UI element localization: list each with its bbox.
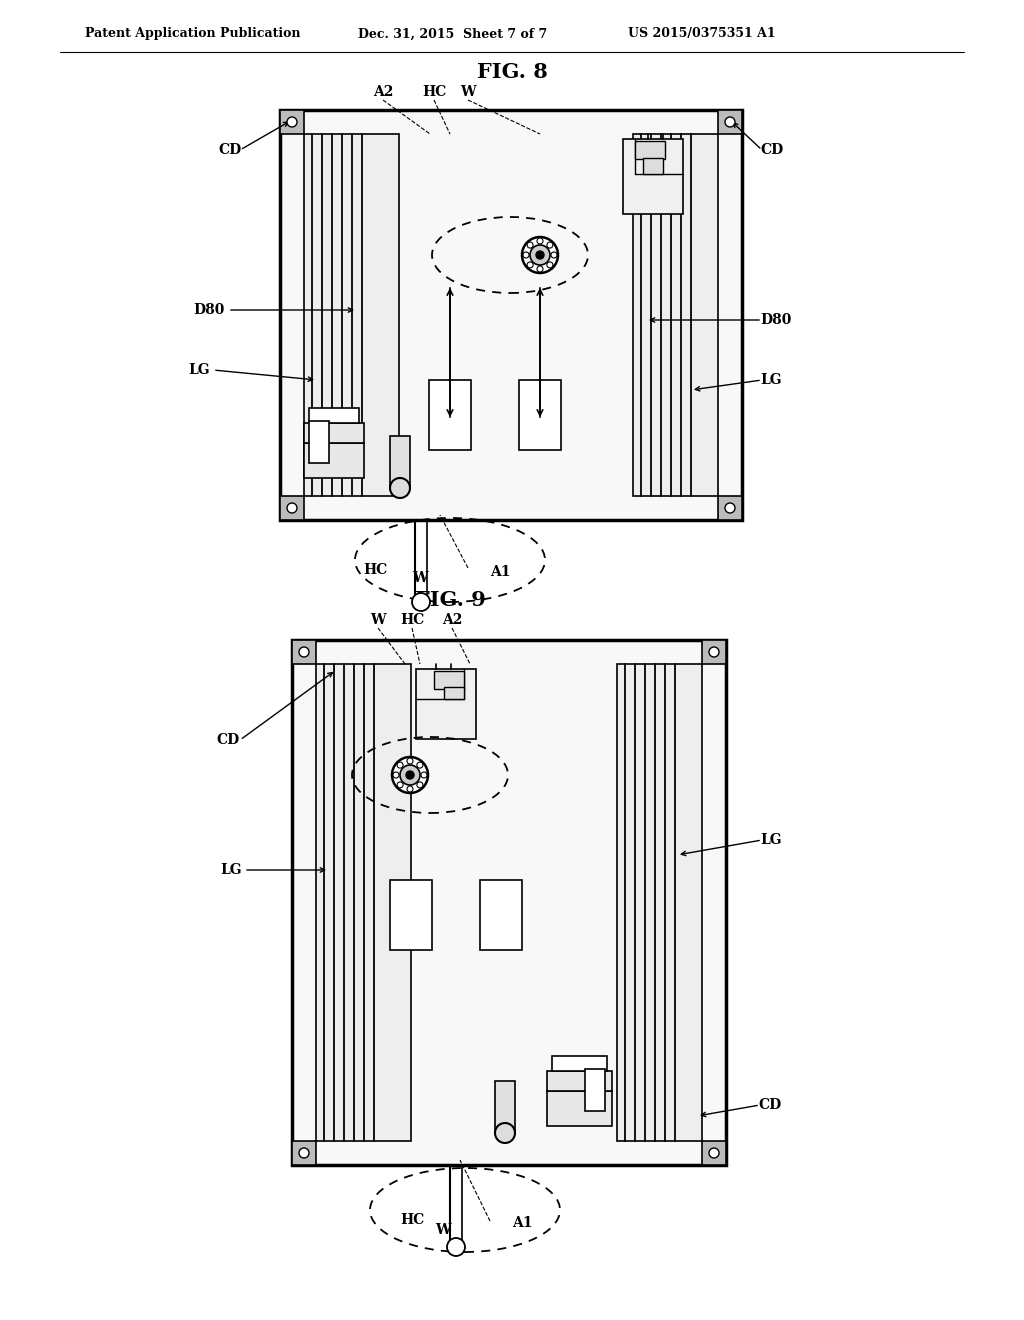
Text: Dec. 31, 2015  Sheet 7 of 7: Dec. 31, 2015 Sheet 7 of 7 [358, 28, 547, 41]
Circle shape [527, 261, 534, 268]
Circle shape [406, 771, 414, 779]
Bar [718, 110, 742, 135]
Text: A2: A2 [441, 612, 462, 627]
Circle shape [417, 762, 423, 768]
Text: FIG. 8: FIG. 8 [476, 62, 548, 82]
Text: CD: CD [219, 143, 242, 157]
Bar [390, 436, 410, 486]
Circle shape [421, 772, 427, 777]
Text: HC: HC [400, 612, 424, 627]
Bar [280, 110, 304, 135]
Bar [617, 664, 702, 1140]
Bar [309, 408, 359, 422]
Bar [480, 880, 522, 950]
Bar [552, 1056, 607, 1071]
Bar [718, 496, 742, 520]
Bar [309, 421, 329, 463]
Circle shape [287, 503, 297, 513]
Circle shape [397, 762, 403, 768]
Bar [304, 135, 399, 496]
Circle shape [709, 1148, 719, 1158]
Bar [702, 1140, 726, 1166]
Circle shape [407, 758, 413, 764]
Text: LG: LG [760, 374, 781, 387]
Circle shape [536, 251, 544, 259]
Circle shape [447, 1238, 465, 1257]
Bar [304, 422, 364, 444]
Circle shape [393, 772, 399, 777]
Text: CD: CD [217, 733, 240, 747]
Circle shape [551, 252, 557, 257]
Circle shape [537, 238, 543, 244]
Circle shape [547, 261, 553, 268]
Circle shape [495, 1123, 515, 1143]
Bar [547, 1092, 612, 1126]
Bar [585, 1069, 605, 1111]
Circle shape [400, 766, 420, 785]
Text: HC: HC [364, 564, 388, 577]
Bar [444, 686, 464, 700]
Text: HC: HC [422, 84, 446, 99]
Bar [429, 380, 471, 450]
Text: A1: A1 [512, 1216, 532, 1230]
Bar [633, 135, 718, 496]
Text: LG: LG [220, 863, 242, 876]
Bar [519, 380, 561, 450]
Bar [702, 640, 726, 664]
Text: HC: HC [400, 1213, 425, 1228]
Text: US 2015/0375351 A1: US 2015/0375351 A1 [628, 28, 775, 41]
Circle shape [547, 242, 553, 248]
Circle shape [407, 785, 413, 792]
Text: FIG. 9: FIG. 9 [415, 590, 485, 610]
Bar [280, 496, 304, 520]
Bar [623, 139, 683, 214]
Circle shape [412, 593, 430, 611]
Text: W: W [435, 1224, 451, 1237]
Text: W: W [412, 572, 428, 585]
Bar [547, 1071, 612, 1092]
Bar [643, 158, 663, 174]
Circle shape [287, 117, 297, 127]
Circle shape [397, 781, 403, 788]
Circle shape [390, 478, 410, 498]
Bar [304, 444, 364, 478]
Text: A1: A1 [490, 565, 511, 579]
Circle shape [530, 246, 550, 265]
Bar [434, 671, 464, 689]
Bar [280, 110, 742, 520]
Text: LG: LG [188, 363, 210, 378]
Text: W: W [371, 612, 386, 627]
Bar [316, 664, 411, 1140]
Text: Patent Application Publication: Patent Application Publication [85, 28, 300, 41]
Circle shape [725, 503, 735, 513]
Bar [292, 640, 726, 1166]
Bar [495, 1081, 515, 1131]
Circle shape [417, 781, 423, 788]
Bar [635, 141, 665, 158]
Circle shape [522, 238, 558, 273]
Text: D80: D80 [194, 304, 225, 317]
Circle shape [725, 117, 735, 127]
Text: W: W [460, 84, 476, 99]
Bar [390, 880, 432, 950]
Text: LG: LG [760, 833, 781, 847]
Circle shape [392, 756, 428, 793]
Circle shape [299, 647, 309, 657]
Text: A2: A2 [373, 84, 393, 99]
Text: D80: D80 [760, 313, 792, 327]
Circle shape [527, 242, 534, 248]
Text: CD: CD [758, 1098, 781, 1111]
Circle shape [709, 647, 719, 657]
Text: CD: CD [760, 143, 783, 157]
Bar [416, 669, 476, 739]
Circle shape [537, 267, 543, 272]
Bar [292, 1140, 316, 1166]
Bar [292, 640, 316, 664]
Circle shape [523, 252, 529, 257]
Circle shape [299, 1148, 309, 1158]
